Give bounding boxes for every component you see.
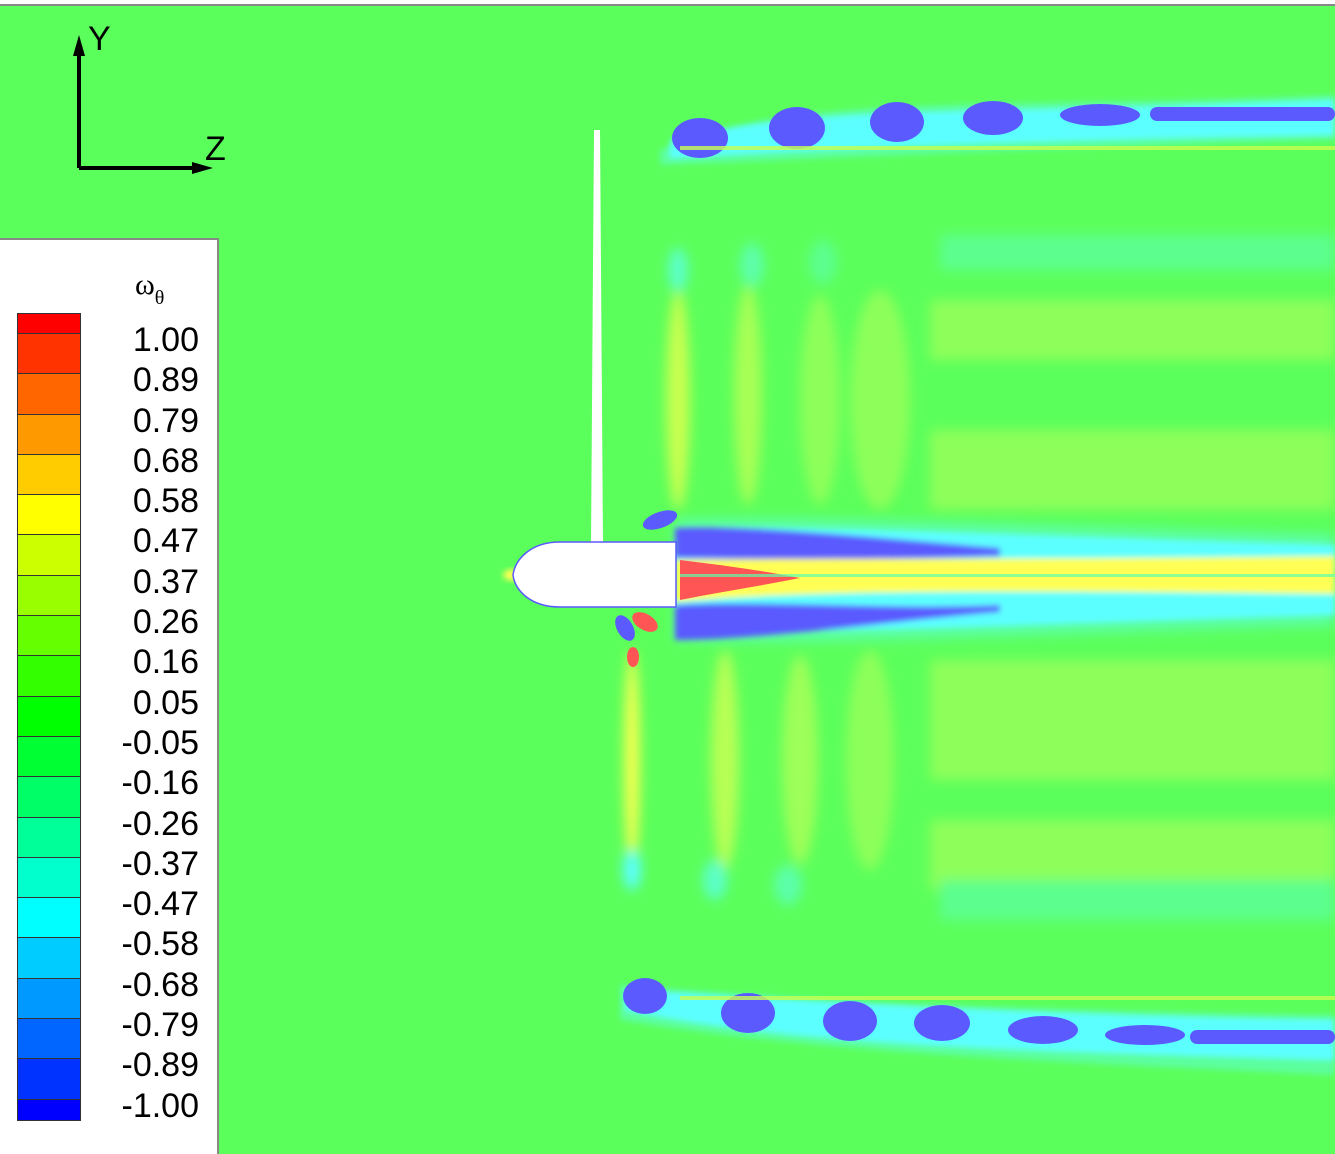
legend-tick-label: 0.05 <box>132 683 199 722</box>
legend-tick-label: 0.47 <box>132 522 199 561</box>
legend-tick-label: 0.16 <box>132 643 199 682</box>
legend-swatch <box>18 777 80 818</box>
legend-tick-label: 0.79 <box>132 401 199 440</box>
legend-swatch <box>18 374 80 415</box>
legend-swatch <box>18 1099 80 1120</box>
legend-tick-label: 0.37 <box>132 562 199 601</box>
legend-swatch <box>18 575 80 617</box>
legend-swatch <box>18 616 80 657</box>
legend-tick-label: -0.47 <box>121 885 200 924</box>
legend-tick-label: -0.58 <box>121 925 200 964</box>
legend-tick-label: -0.05 <box>121 723 200 762</box>
legend-swatch <box>18 1059 80 1100</box>
legend-swatch <box>18 314 80 334</box>
legend-title: ωθ <box>135 268 165 309</box>
legend-swatch <box>18 817 80 858</box>
legend-swatch <box>18 898 80 939</box>
legend-swatch <box>18 495 80 536</box>
legend-swatch <box>18 736 80 778</box>
color-legend: ωθ 1.00 0.89 0.79 0.68 0.58 0.47 0.37 0.26 0.16 0… <box>0 238 219 1154</box>
legend-swatch <box>18 978 80 1020</box>
legend-tick-label: -0.79 <box>121 1006 200 1045</box>
legend-tick-label: -0.37 <box>121 844 200 883</box>
legend-colorbar <box>17 313 81 1121</box>
legend-tick-label: 0.58 <box>132 482 199 521</box>
z-axis-label: Z <box>205 130 226 168</box>
legend-swatch <box>18 1019 80 1060</box>
legend-tick-label: 0.68 <box>132 441 199 480</box>
axis-triad-icon <box>73 35 213 174</box>
legend-swatch <box>18 857 80 899</box>
legend-tick-label: 1.00 <box>132 321 199 359</box>
legend-swatch <box>18 414 80 455</box>
legend-swatch <box>18 334 80 375</box>
legend-tick-label: -0.68 <box>121 965 200 1004</box>
legend-tick-labels: 1.00 0.89 0.79 0.68 0.58 0.47 0.37 0.26 0.16 0.05… <box>95 320 200 1126</box>
legend-swatch <box>18 535 80 576</box>
legend-tick-label: -1.00 <box>121 1086 200 1125</box>
legend-tick-label: -0.16 <box>121 764 200 803</box>
legend-tick-label: 0.89 <box>132 361 199 400</box>
legend-tick-label: -0.26 <box>121 804 200 843</box>
legend-swatch <box>18 938 80 979</box>
legend-tick-label: 0.26 <box>132 603 199 642</box>
legend-swatch <box>18 656 80 697</box>
plot-frame <box>0 4 1335 6</box>
legend-swatch <box>18 454 80 496</box>
y-axis-label: Y <box>88 20 111 58</box>
legend-swatch <box>18 696 80 737</box>
legend-tick-label: -0.89 <box>121 1046 200 1085</box>
